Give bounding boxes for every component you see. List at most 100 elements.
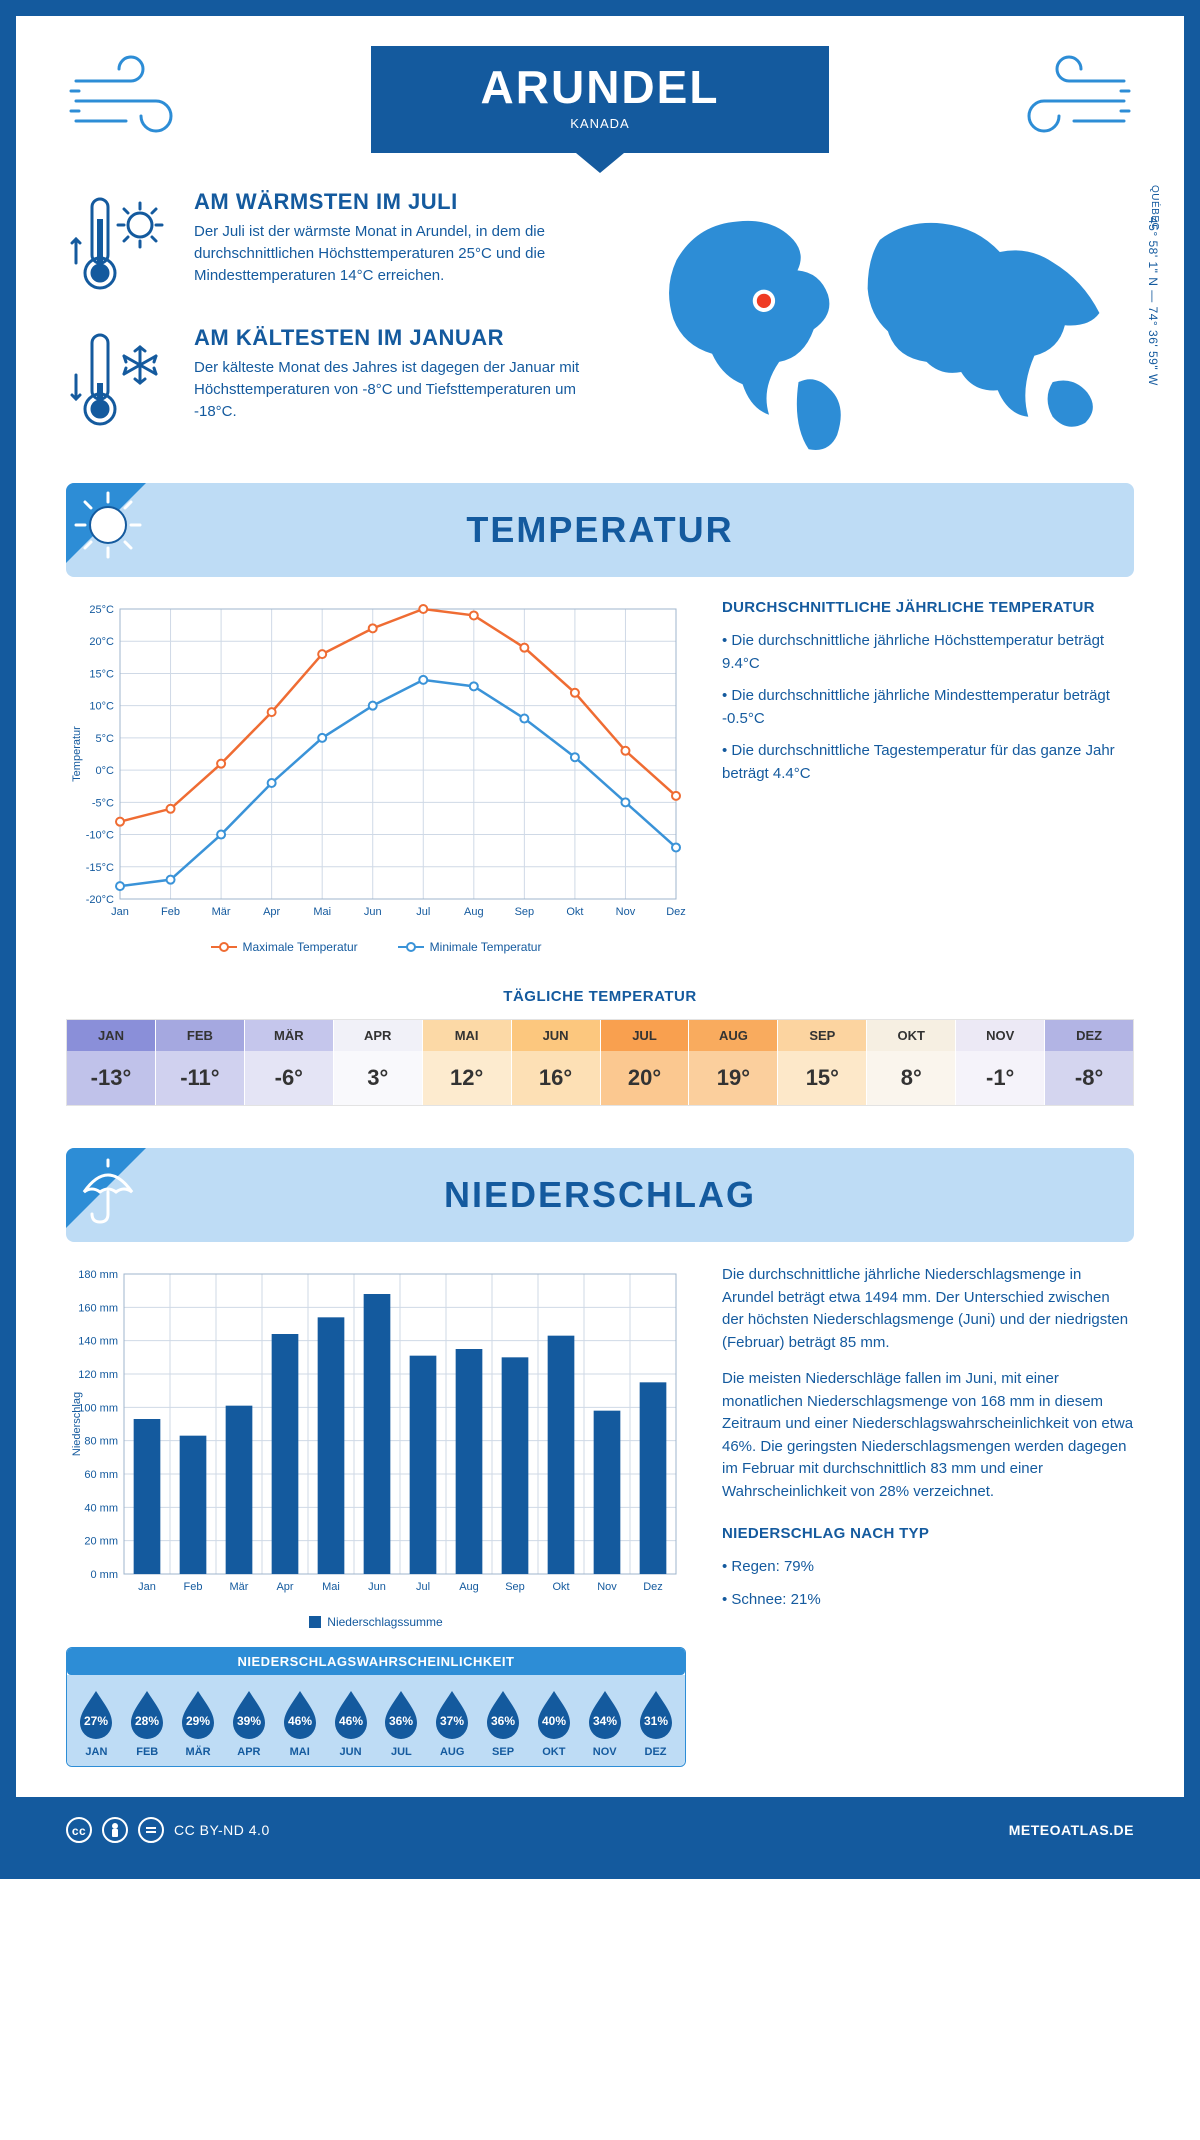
- coldest-title: AM KÄLTESTEN IM JANUAR: [194, 325, 606, 351]
- svg-text:Okt: Okt: [552, 1581, 569, 1593]
- svg-text:20 mm: 20 mm: [84, 1536, 118, 1548]
- footer: cc CC BY-ND 4.0 METEOATLAS.DE: [16, 1797, 1184, 1863]
- legend-max-label: Maximale Temperatur: [243, 940, 358, 954]
- svg-text:Sep: Sep: [505, 1581, 525, 1593]
- prob-drop: 46% MAI: [274, 1687, 325, 1758]
- svg-text:Mai: Mai: [322, 1581, 340, 1593]
- precip-snow: • Schnee: 21%: [722, 1589, 1134, 1612]
- svg-text:-5°C: -5°C: [92, 797, 114, 809]
- precip-section-header: NIEDERSCHLAG: [66, 1148, 1134, 1242]
- wind-icon-left: [66, 46, 216, 161]
- temp-heading: TEMPERATUR: [66, 509, 1134, 551]
- month-cell: JUN 16°: [512, 1020, 601, 1105]
- coldest-text: Der kälteste Monat des Jahres ist dagege…: [194, 357, 606, 422]
- temp-line-chart: -20°C-15°C-10°C-5°C0°C5°C10°C15°C20°C25°…: [66, 599, 686, 929]
- warmest-text: Der Juli ist der wärmste Monat in Arunde…: [194, 221, 606, 286]
- prob-drop: 34% NOV: [579, 1687, 630, 1758]
- legend-min-label: Minimale Temperatur: [430, 940, 542, 954]
- daily-temp-title: TÄGLICHE TEMPERATUR: [66, 988, 1134, 1005]
- thermometer-sun-icon: [66, 189, 176, 299]
- month-cell: MAI 12°: [423, 1020, 512, 1105]
- temp-side-title: DURCHSCHNITTLICHE JÄHRLICHE TEMPERATUR: [722, 599, 1134, 616]
- world-map: QUÉBEC 45° 58' 1" N — 74° 36' 59" W: [646, 189, 1134, 458]
- prob-drop: 39% APR: [223, 1687, 274, 1758]
- precip-legend-label: Niederschlagssumme: [327, 1615, 442, 1629]
- temp-bullet-1: • Die durchschnittliche jährliche Mindes…: [722, 685, 1134, 730]
- svg-text:Jun: Jun: [364, 906, 382, 918]
- precip-para2: Die meisten Niederschläge fallen im Juni…: [722, 1368, 1134, 1503]
- svg-text:-20°C: -20°C: [86, 894, 114, 906]
- svg-text:160 mm: 160 mm: [78, 1302, 118, 1314]
- svg-text:40%: 40%: [542, 1714, 566, 1728]
- warmest-block: AM WÄRMSTEN IM JULI Der Juli ist der wär…: [66, 189, 606, 299]
- prob-drop: 36% SEP: [478, 1687, 529, 1758]
- prob-drop: 40% OKT: [528, 1687, 579, 1758]
- umbrella-icon: [72, 1154, 144, 1226]
- daily-temp-table: JAN -13° FEB -11° MÄR -6° APR 3° MAI 12°…: [66, 1019, 1134, 1106]
- prob-drop: 28% FEB: [122, 1687, 173, 1758]
- prob-drop: 36% JUL: [376, 1687, 427, 1758]
- svg-text:Jul: Jul: [416, 1581, 430, 1593]
- svg-text:Sep: Sep: [515, 906, 535, 918]
- svg-text:36%: 36%: [389, 1714, 413, 1728]
- svg-text:-10°C: -10°C: [86, 830, 114, 842]
- svg-text:34%: 34%: [593, 1714, 617, 1728]
- svg-text:Apr: Apr: [263, 906, 280, 918]
- svg-text:Jul: Jul: [416, 906, 430, 918]
- month-cell: FEB -11°: [156, 1020, 245, 1105]
- svg-text:Dez: Dez: [643, 1581, 663, 1593]
- month-cell: JUL 20°: [601, 1020, 690, 1105]
- month-cell: NOV -1°: [956, 1020, 1045, 1105]
- svg-text:Mär: Mär: [230, 1581, 249, 1593]
- svg-text:Nov: Nov: [616, 906, 636, 918]
- precip-prob-title: NIEDERSCHLAGSWAHRSCHEINLICHKEIT: [67, 1648, 685, 1675]
- city-title: ARUNDEL: [481, 60, 720, 114]
- precip-heading: NIEDERSCHLAG: [66, 1174, 1134, 1216]
- coords-label: 45° 58' 1" N — 74° 36' 59" W: [1146, 217, 1160, 386]
- svg-text:10°C: 10°C: [89, 701, 114, 713]
- svg-text:Feb: Feb: [184, 1581, 203, 1593]
- temp-section-header: TEMPERATUR: [66, 483, 1134, 577]
- svg-text:80 mm: 80 mm: [84, 1436, 118, 1448]
- month-cell: AUG 19°: [689, 1020, 778, 1105]
- prob-drop: 31% DEZ: [630, 1687, 681, 1758]
- svg-text:140 mm: 140 mm: [78, 1336, 118, 1348]
- month-cell: JAN -13°: [67, 1020, 156, 1105]
- svg-text:Nov: Nov: [597, 1581, 617, 1593]
- svg-text:39%: 39%: [237, 1714, 261, 1728]
- svg-text:Apr: Apr: [276, 1581, 293, 1593]
- temp-legend: .leg-line[style*='ef6c33']::before{borde…: [66, 940, 686, 954]
- precip-prob-box: NIEDERSCHLAGSWAHRSCHEINLICHKEIT 27% JAN …: [66, 1647, 686, 1767]
- svg-text:Temperatur: Temperatur: [71, 726, 83, 782]
- nd-icon: [138, 1817, 164, 1843]
- svg-text:180 mm: 180 mm: [78, 1269, 118, 1281]
- svg-text:Jun: Jun: [368, 1581, 386, 1593]
- svg-text:120 mm: 120 mm: [78, 1369, 118, 1381]
- country-subtitle: KANADA: [481, 116, 720, 131]
- svg-text:36%: 36%: [491, 1714, 515, 1728]
- precip-bar-chart: 0 mm20 mm40 mm60 mm80 mm100 mm120 mm140 …: [66, 1264, 686, 1604]
- svg-text:Jan: Jan: [111, 906, 129, 918]
- month-cell: DEZ -8°: [1045, 1020, 1133, 1105]
- svg-text:25°C: 25°C: [89, 604, 114, 616]
- svg-text:Aug: Aug: [459, 1581, 479, 1593]
- month-cell: OKT 8°: [867, 1020, 956, 1105]
- svg-text:Okt: Okt: [566, 906, 583, 918]
- svg-text:100 mm: 100 mm: [78, 1402, 118, 1414]
- svg-text:Mai: Mai: [313, 906, 331, 918]
- svg-text:5°C: 5°C: [96, 733, 115, 745]
- svg-text:29%: 29%: [186, 1714, 210, 1728]
- precip-legend: Niederschlagssumme: [66, 1615, 686, 1629]
- precip-para1: Die durchschnittliche jährliche Niedersc…: [722, 1264, 1134, 1354]
- svg-text:Aug: Aug: [464, 906, 484, 918]
- svg-text:37%: 37%: [440, 1714, 464, 1728]
- prob-drop: 46% JUN: [325, 1687, 376, 1758]
- license-text: CC BY-ND 4.0: [174, 1822, 270, 1838]
- sun-icon: [72, 489, 144, 561]
- svg-text:20°C: 20°C: [89, 636, 114, 648]
- wind-icon-right: [984, 46, 1134, 161]
- title-banner: ARUNDEL KANADA: [371, 46, 830, 153]
- warmest-title: AM WÄRMSTEN IM JULI: [194, 189, 606, 215]
- month-cell: SEP 15°: [778, 1020, 867, 1105]
- svg-text:46%: 46%: [288, 1714, 312, 1728]
